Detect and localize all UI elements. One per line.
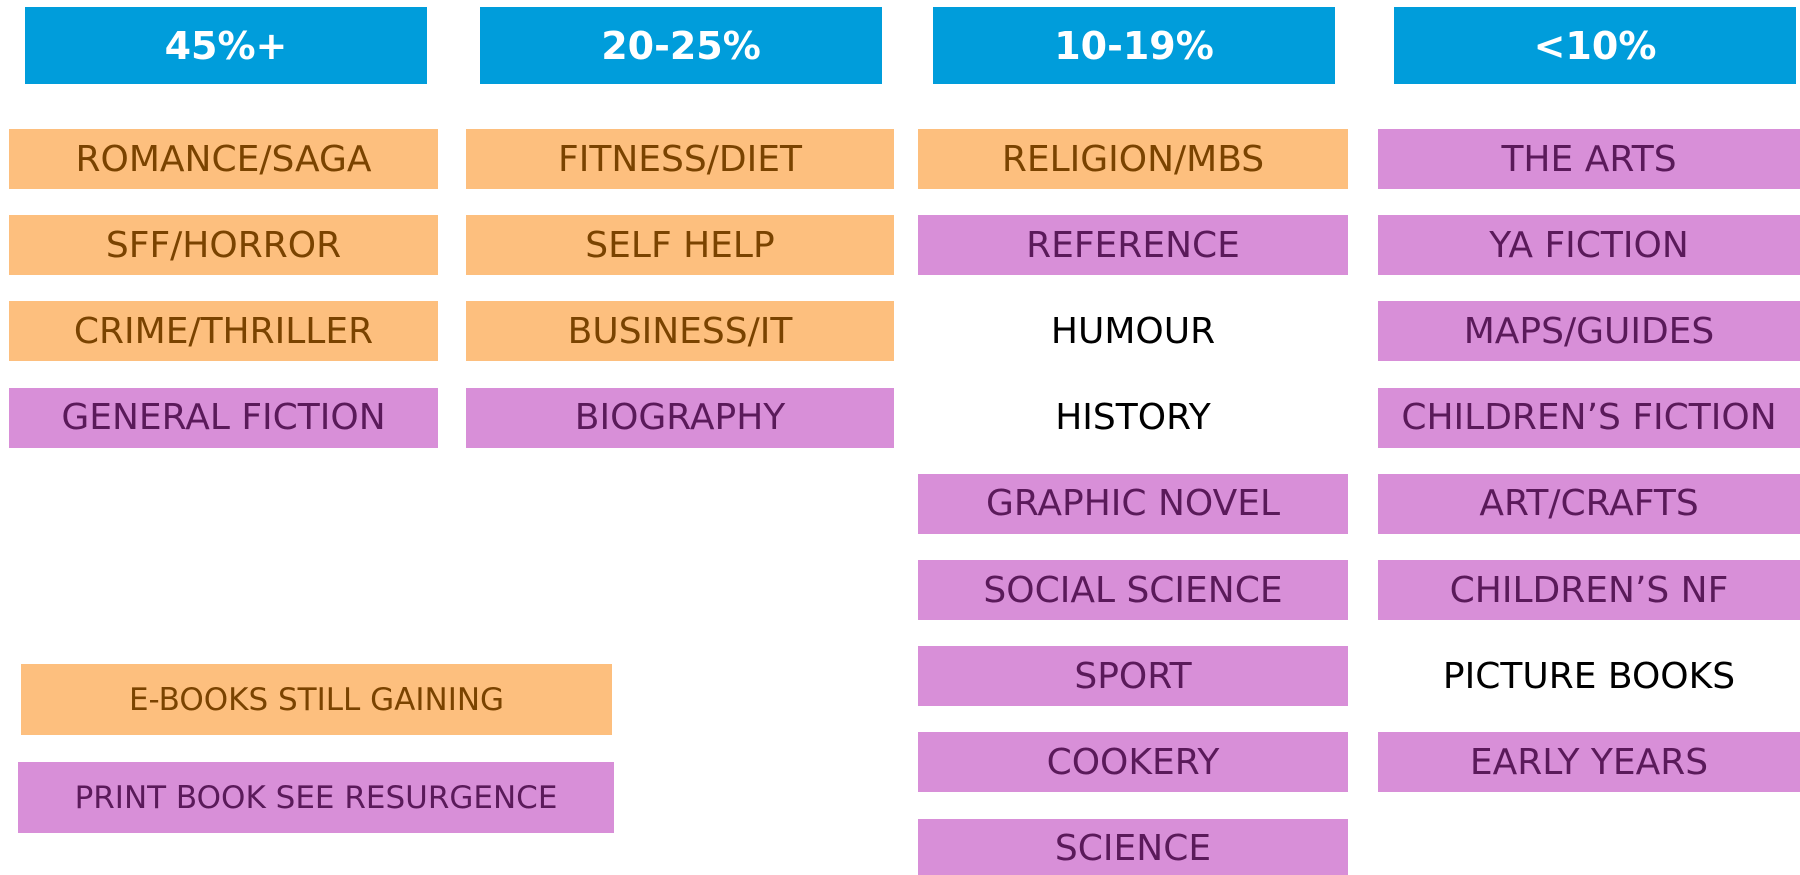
genre-tag: BIOGRAPHY [466, 387, 894, 448]
genre-tag: EARLY YEARS [1378, 732, 1800, 793]
genre-tag: CRIME/THRILLER [9, 301, 438, 362]
genre-tag: SELF HELP [466, 215, 894, 276]
genre-tag: SOCIAL SCIENCE [918, 560, 1348, 620]
genre-tag: CHILDREN’S FICTION [1378, 387, 1800, 448]
genre-tag: YA FICTION [1378, 215, 1800, 276]
genre-tag: HUMOUR [1050, 310, 1216, 352]
column-header: 20-25% [480, 7, 882, 84]
genre-tag: GRAPHIC NOVEL [918, 473, 1348, 534]
genre-tag: FITNESS/DIET [466, 129, 894, 189]
genre-tag: REFERENCE [918, 215, 1348, 276]
genre-tag: PICTURE BOOKS [1442, 655, 1736, 697]
genre-tag: GENERAL FICTION [9, 387, 438, 448]
genre-tag: SCIENCE [918, 818, 1348, 875]
genre-tag: COOKERY [918, 732, 1348, 793]
genre-tag: CHILDREN’S NF [1378, 560, 1800, 620]
genre-tag: ART/CRAFTS [1378, 473, 1800, 534]
legend-item: PRINT BOOK SEE RESURGENCE [18, 762, 614, 833]
genre-tag: HISTORY [1055, 397, 1211, 439]
genre-tag: ROMANCE/SAGA [9, 129, 438, 189]
legend-item: E-BOOKS STILL GAINING [21, 664, 612, 735]
genre-tag: BUSINESS/IT [466, 301, 894, 362]
column-header: 10-19% [933, 7, 1335, 84]
genre-tag: SPORT [918, 646, 1348, 707]
column-header: <10% [1394, 7, 1796, 84]
genre-tag: SFF/HORROR [9, 215, 438, 276]
genre-tag: RELIGION/MBS [918, 129, 1348, 189]
genre-tag: MAPS/GUIDES [1378, 301, 1800, 362]
genre-tag: THE ARTS [1378, 129, 1800, 189]
column-header: 45%+ [25, 7, 427, 84]
